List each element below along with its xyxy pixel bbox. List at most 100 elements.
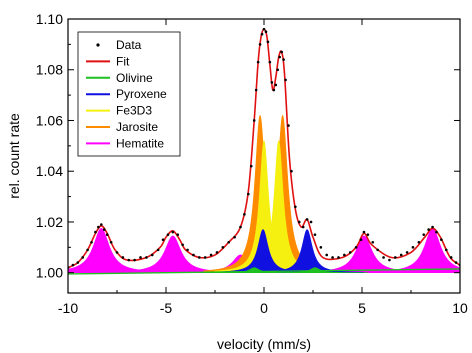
data-point bbox=[294, 205, 297, 209]
data-layer bbox=[68, 27, 460, 269]
data-point bbox=[264, 30, 268, 33]
data-point bbox=[186, 248, 189, 252]
tick-labels-layer: -10 -5 0 5 10 1.00 1.02 1.04 1.06 1.08 1.10 bbox=[36, 11, 468, 316]
data-point bbox=[405, 251, 409, 254]
data-point bbox=[71, 263, 75, 267]
data-point bbox=[325, 253, 329, 257]
data-point bbox=[215, 251, 219, 254]
x-tick-label: -5 bbox=[160, 300, 173, 316]
data-point bbox=[76, 261, 80, 264]
data-point bbox=[268, 60, 272, 64]
data-point bbox=[121, 256, 125, 259]
data-point bbox=[247, 192, 250, 196]
y-tick-label: 1.00 bbox=[36, 265, 63, 281]
data-point bbox=[94, 230, 97, 234]
legend-item-olivine: Olivine bbox=[86, 71, 153, 85]
data-point bbox=[411, 246, 415, 249]
legend-label-olivine: Olivine bbox=[116, 71, 153, 85]
data-point bbox=[139, 256, 142, 259]
data-point bbox=[176, 233, 180, 236]
data-point bbox=[262, 27, 266, 31]
x-tick-label: 5 bbox=[358, 300, 366, 316]
data-point bbox=[233, 235, 236, 239]
data-point bbox=[150, 253, 154, 257]
legend-label-fe3d3: Fe3D3 bbox=[116, 104, 152, 118]
data-point bbox=[209, 253, 213, 257]
data-point bbox=[376, 248, 379, 252]
legend-item-fe3d3: Fe3D3 bbox=[86, 104, 152, 118]
data-point bbox=[354, 246, 358, 249]
data-point bbox=[388, 258, 391, 262]
data-point bbox=[343, 253, 346, 257]
components-layer bbox=[68, 114, 460, 275]
legend-item-fit: Fit bbox=[86, 54, 130, 68]
data-point bbox=[331, 256, 334, 259]
legend-items: Data Fit Olivine Pyroxene Fe3D3 Jarosite Hemat… bbox=[86, 38, 167, 150]
data-point bbox=[100, 223, 103, 226]
data-point bbox=[249, 164, 253, 168]
plot-area bbox=[68, 27, 460, 275]
data-point bbox=[97, 225, 100, 229]
data-point bbox=[105, 233, 109, 236]
data-point bbox=[284, 78, 287, 82]
data-point bbox=[221, 246, 225, 249]
fit-layer bbox=[68, 28, 460, 269]
data-point bbox=[270, 81, 274, 84]
fit-line bbox=[68, 28, 460, 269]
data-point bbox=[427, 228, 430, 231]
data-point bbox=[272, 88, 276, 92]
ticks-layer bbox=[67, 18, 461, 293]
data-point bbox=[454, 261, 458, 264]
data-point bbox=[156, 248, 160, 252]
data-point bbox=[422, 233, 426, 236]
data-point bbox=[313, 233, 317, 236]
data-point bbox=[109, 240, 113, 244]
legend-item-pyroxene: Pyroxene bbox=[86, 87, 167, 101]
data-point bbox=[86, 248, 89, 252]
data-point bbox=[282, 58, 285, 61]
y-tick-label: 1.04 bbox=[36, 163, 63, 179]
legend-label-data: Data bbox=[116, 38, 142, 52]
y-tick-label: 1.08 bbox=[36, 62, 63, 78]
data-point bbox=[115, 251, 119, 254]
legend-label-jarosite: Jarosite bbox=[116, 120, 158, 134]
y-axis-title: rel. count rate bbox=[6, 113, 22, 199]
data-point bbox=[127, 258, 131, 262]
legend-item-hematite: Hematite bbox=[86, 136, 164, 150]
data-point bbox=[81, 256, 84, 259]
data-point bbox=[260, 32, 264, 36]
data-point bbox=[266, 40, 270, 44]
data-point bbox=[274, 83, 278, 87]
legend-label-pyroxene: Pyroxene bbox=[116, 87, 167, 101]
data-point bbox=[239, 225, 242, 229]
x-tick-label: 0 bbox=[260, 300, 268, 316]
data-point bbox=[252, 119, 256, 122]
data-point bbox=[145, 256, 148, 259]
legend-label-fit: Fit bbox=[116, 54, 130, 68]
data-point bbox=[278, 55, 281, 59]
data-point bbox=[440, 238, 443, 242]
data-point bbox=[198, 256, 201, 259]
data-point bbox=[256, 60, 260, 64]
data-point bbox=[417, 240, 421, 244]
data-point bbox=[382, 256, 385, 259]
data-point bbox=[337, 256, 340, 259]
data-point bbox=[181, 243, 184, 247]
legend-swatch-data bbox=[96, 43, 100, 47]
data-point bbox=[276, 68, 280, 72]
data-point bbox=[435, 230, 438, 234]
data-point bbox=[280, 50, 283, 54]
x-tick-label: -10 bbox=[58, 300, 78, 316]
data-point bbox=[348, 251, 352, 254]
y-tick-label: 1.02 bbox=[36, 214, 63, 230]
data-point bbox=[258, 43, 262, 46]
data-point bbox=[431, 225, 434, 229]
y-tick-label: 1.10 bbox=[36, 11, 63, 27]
legend-item-jarosite: Jarosite bbox=[86, 120, 158, 134]
data-point bbox=[192, 253, 195, 257]
y-tick-label: 1.06 bbox=[36, 112, 63, 128]
data-point bbox=[227, 240, 231, 244]
x-tick-label: 10 bbox=[452, 300, 468, 316]
data-point bbox=[359, 238, 363, 242]
data-point bbox=[243, 213, 246, 216]
